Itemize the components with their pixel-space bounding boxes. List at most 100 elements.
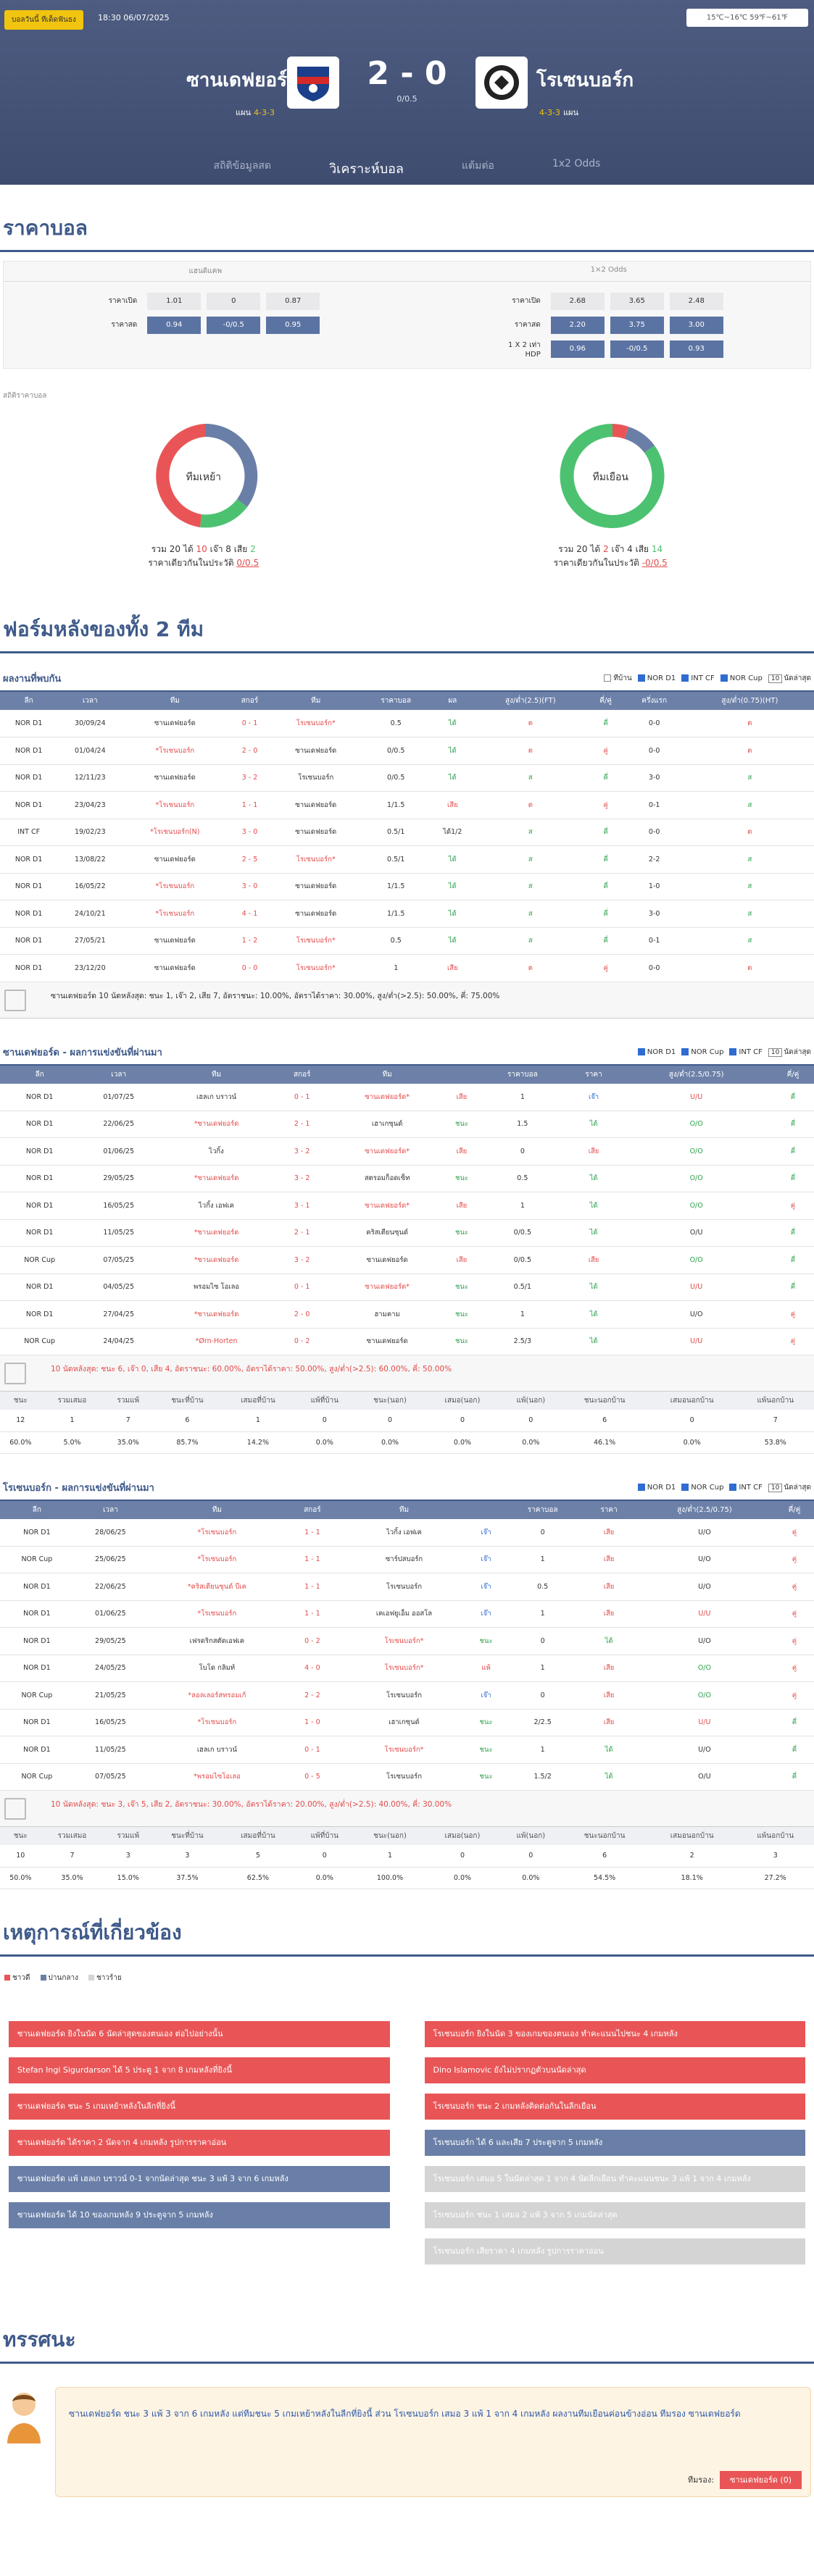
stat-header: แพ้ที่บ้าน xyxy=(294,1392,355,1410)
table-cell: ซานเดฟยอร์ด* xyxy=(329,1274,445,1301)
table-row[interactable]: NOR Cup 21/05/25 *ลอลเลอร์สทรอมเก้ 2 - 2 โรเ… xyxy=(0,1681,814,1710)
table-row[interactable]: NOR D1 04/05/25 พรอมไซ โอเลอ 0 - 1 ซานเดฟยอร… xyxy=(0,1274,814,1301)
table-cell: ต xyxy=(685,710,814,737)
h2h-summary: ซานเดฟยอร์ด 10 นัดหลังสุด: ชนะ 1, เจ๊า 2… xyxy=(0,982,814,1019)
table-row[interactable]: NOR D1 27/04/25 *ซานเดฟยอร์ด 2 - 0 ฮามคาม ชนะ… xyxy=(0,1300,814,1329)
odds-value[interactable]: -0/0.5 xyxy=(610,340,664,358)
odds-value[interactable]: 0.87 xyxy=(266,292,320,310)
table-row[interactable]: NOR D1 27/05/21 ซานเดฟยอร์ด 1 - 2 โรเซนบอร์ก… xyxy=(0,927,814,955)
table-cell: 0 - 2 xyxy=(275,1328,330,1355)
table-cell: ได้ xyxy=(566,1111,621,1138)
table-cell: O/O xyxy=(620,1246,772,1274)
table-cell: NOR D1 xyxy=(0,954,58,982)
away-summary: รวม 20 ได้ 2 เจ๊า 4 เสีย 14 ราคาเดียวกัน… xyxy=(553,544,668,568)
table-cell: ได้ xyxy=(566,1328,621,1355)
table-row[interactable]: NOR D1 22/06/25 *ซานเดฟยอร์ด 2 - 1 เฮาเกซุนด… xyxy=(0,1111,814,1138)
odds-value[interactable]: 0 xyxy=(207,292,261,310)
table-row[interactable]: NOR D1 28/06/25 *โรเซนบอร์ก 1 - 1 ไวกิ้ง เอฟ… xyxy=(0,1518,814,1547)
table-row[interactable]: NOR D1 01/06/25 ไวกิ้ง 3 - 2 ซานเดฟยอร์ด* เสี… xyxy=(0,1137,814,1166)
table-row[interactable]: NOR D1 11/05/25 เฮลเก บราวน์ 0 - 1 โรเซนบอร์… xyxy=(0,1736,814,1764)
table-row[interactable]: NOR D1 01/06/25 *โรเซนบอร์ก 1 - 1 เคเอฟยูเอ็… xyxy=(0,1600,814,1628)
table-row[interactable]: INT CF 19/02/23 *โรเซนบอร์ก(N) 3 - 0 ซานเดฟย… xyxy=(0,819,814,846)
home-recent-filters[interactable]: NOR D1 NOR Cup INT CF 10 นัดล่าสุด xyxy=(637,1047,811,1058)
away-recent-filters[interactable]: NOR D1 NOR Cup INT CF 10 นัดล่าสุด xyxy=(637,1482,811,1493)
odds-value[interactable]: 0.94 xyxy=(147,316,202,334)
table-row[interactable]: NOR Cup 07/05/25 *พรอมไซโอเลอ 0 - 5 โรเซนบอร… xyxy=(0,1763,814,1791)
table-cell: 30/09/24 xyxy=(57,710,123,737)
odds-value[interactable]: 2.68 xyxy=(550,292,605,310)
h2h-filters[interactable]: ทีบ้าน NOR D1 INT CF NOR Cup 10 นัดล่าสุด xyxy=(604,673,811,684)
table-row[interactable]: NOR Cup 24/04/25 *Ørn-Horten 0 - 2 ซานเดฟยอร… xyxy=(0,1328,814,1355)
table-cell: ได้1/2 xyxy=(432,819,473,846)
odds-value[interactable]: 1.01 xyxy=(147,292,202,310)
table-cell: 3 - 0 xyxy=(227,819,273,846)
table-cell: NOR D1 xyxy=(0,900,58,928)
table-row[interactable]: NOR D1 23/04/23 *โรเซนบอร์ก 1 - 1 ซานเดฟยอร์… xyxy=(0,791,814,819)
odds-value[interactable]: 2.48 xyxy=(669,292,723,310)
table-row[interactable]: NOR D1 29/05/25 เฟรดริกสตัดเอฟเค 0 - 2 โรเซน… xyxy=(0,1627,814,1655)
odds-value[interactable]: -0/0.5 xyxy=(207,316,261,334)
table-cell: เฮลเก บราวน์ xyxy=(158,1083,275,1111)
table-cell: ได้ xyxy=(566,1219,621,1247)
table-cell: เสีย xyxy=(444,1083,478,1111)
table-row[interactable]: NOR D1 13/08/22 ซานเดฟยอร์ด 2 - 5 โรเซนบอร์ก… xyxy=(0,845,814,874)
column-header: คี่/คู่ xyxy=(771,1065,814,1084)
column-header: คี่/คู่ xyxy=(588,692,623,710)
table-row[interactable]: NOR D1 01/04/24 *โรเซนบอร์ก 2 - 0 ซานเดฟยอร์… xyxy=(0,737,814,765)
odds-label: ราคาเปิด xyxy=(512,297,541,305)
table-cell: คี่ xyxy=(774,1709,814,1736)
odds-value[interactable]: 3.00 xyxy=(669,316,723,334)
column-header: ลีก xyxy=(0,1500,74,1519)
stat-cell: 14.2% xyxy=(221,1431,295,1454)
odds-value[interactable]: 0.93 xyxy=(669,340,723,358)
column-header: ลีก xyxy=(0,692,58,710)
table-row[interactable]: NOR D1 24/10/21 *โรเซนบอร์ก 4 - 1 ซานเดฟยอร์… xyxy=(0,900,814,928)
table-row[interactable]: NOR D1 16/05/22 *โรเซนบอร์ก 3 - 0 ซานเดฟยอร์… xyxy=(0,873,814,900)
table-cell: คี่ xyxy=(588,873,623,900)
odds-value[interactable]: 0.96 xyxy=(550,340,605,358)
site-badge[interactable]: บอลวันนี้ ทีเด็ดฟันธง xyxy=(4,10,83,30)
table-row[interactable]: NOR D1 23/12/20 ซานเดฟยอร์ด 0 - 0 โรเซนบอร์ก… xyxy=(0,954,814,982)
table-row[interactable]: NOR D1 29/05/25 *ซานเดฟยอร์ด 3 - 2 สตรอมก็อด… xyxy=(0,1165,814,1192)
table-row[interactable]: NOR Cup 07/05/25 *ซานเดฟยอร์ด 3 - 2 ซานเดฟยอ… xyxy=(0,1246,814,1274)
odds-value[interactable]: 3.65 xyxy=(610,292,664,310)
home-events: ซานเดฟยอร์ด ยิงในนัด 6 นัดล่าสุดของตนเอง… xyxy=(9,2020,390,2275)
home-team-name[interactable]: ซานเดฟยอร์ด xyxy=(186,70,299,91)
table-cell: 1 xyxy=(501,1655,584,1682)
away-team-logo xyxy=(475,57,528,109)
table-cell: โรเซนบอร์ก xyxy=(337,1763,471,1791)
table-cell: เฮาเกซุนด์ xyxy=(329,1111,445,1138)
table-row[interactable]: NOR D1 16/05/25 ไวกิ้ง เอฟเค 3 - 1 ซานเดฟยอร… xyxy=(0,1192,814,1220)
stat-cell: 0 xyxy=(499,1410,562,1432)
tab-analysis[interactable]: วิเคราะห์บอล xyxy=(322,154,411,185)
away-team-name[interactable]: โรเซนบอร์ก xyxy=(536,70,634,91)
odds-value[interactable]: 3.75 xyxy=(610,316,664,334)
event-item: โรเซนบอร์ก ชนะ 1 เสมอ 2 แพ้ 3 จาก 5 เกมน… xyxy=(424,2201,805,2228)
tab-handicap[interactable]: แต้มต่อ xyxy=(461,160,494,172)
pick-button[interactable]: ซานเดฟยอร์ด (0) xyxy=(719,2470,802,2489)
tab-live-stats[interactable]: สถิติข้อมูลสด xyxy=(213,160,272,172)
home-recent-table: ลีก เวลา ทีม สกอร์ ทีม ราคาบอล ราคา สูง/ต่ำ(2.5… xyxy=(0,1065,814,1356)
table-cell: *ซานเดฟยอร์ด xyxy=(158,1111,275,1138)
table-cell: ซานเดฟยอร์ด xyxy=(272,791,360,819)
table-row[interactable]: NOR D1 24/05/25 โบโด กลิมท์ 4 - 0 โรเซนบอร์ก… xyxy=(0,1655,814,1682)
table-cell: NOR D1 xyxy=(0,1137,80,1166)
table-row[interactable]: NOR Cup 25/06/25 *โรเซนบอร์ก 1 - 1 ซาร์ปสบอร… xyxy=(0,1546,814,1573)
column-header: ทีม xyxy=(329,1065,445,1084)
table-cell: *โรเซนบอร์ก xyxy=(147,1546,287,1573)
table-row[interactable]: NOR D1 12/11/23 ซานเดฟยอร์ด 3 - 2 โรเซนบอร์ก… xyxy=(0,764,814,792)
table-row[interactable]: NOR D1 11/05/25 *ซานเดฟยอร์ด 2 - 1 คริสเตียน… xyxy=(0,1219,814,1247)
table-cell: เสีย xyxy=(444,1246,478,1274)
tab-1x2-odds[interactable]: 1x2 Odds xyxy=(552,158,601,170)
table-row[interactable]: NOR D1 16/05/25 *โรเซนบอร์ก 1 - 0 เฮาเกซุนด์… xyxy=(0,1709,814,1736)
table-cell: คี่ xyxy=(771,1219,814,1247)
odds-value[interactable]: 2.20 xyxy=(550,316,605,334)
column-header: เวลา xyxy=(57,692,123,710)
stat-cell: 62.5% xyxy=(221,1867,295,1889)
table-cell: 0-0 xyxy=(623,737,686,765)
table-row[interactable]: NOR D1 01/07/25 เฮลเก บราวน์ 0 - 1 ซานเดฟยอร… xyxy=(0,1083,814,1111)
odds-value[interactable]: 0.95 xyxy=(266,316,320,334)
table-cell: เสีย xyxy=(583,1546,634,1573)
table-row[interactable]: NOR D1 30/09/24 ซานเดฟยอร์ด 0 - 1 โรเซนบอร์ก… xyxy=(0,710,814,737)
